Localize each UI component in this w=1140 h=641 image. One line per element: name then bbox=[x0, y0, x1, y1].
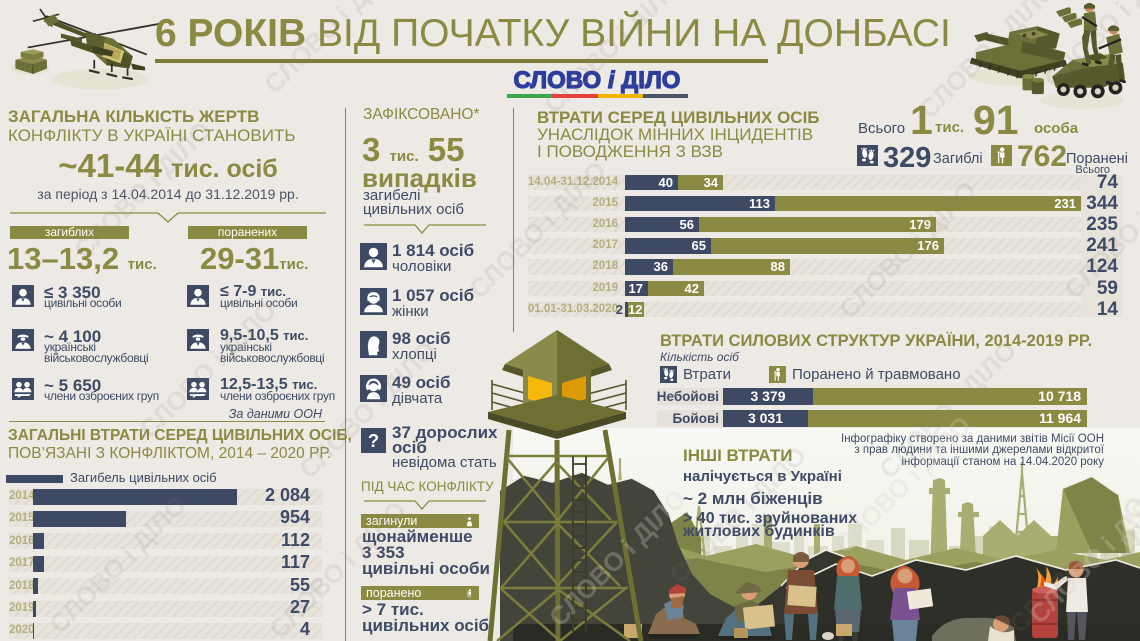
svg-text:?: ? bbox=[368, 430, 379, 451]
